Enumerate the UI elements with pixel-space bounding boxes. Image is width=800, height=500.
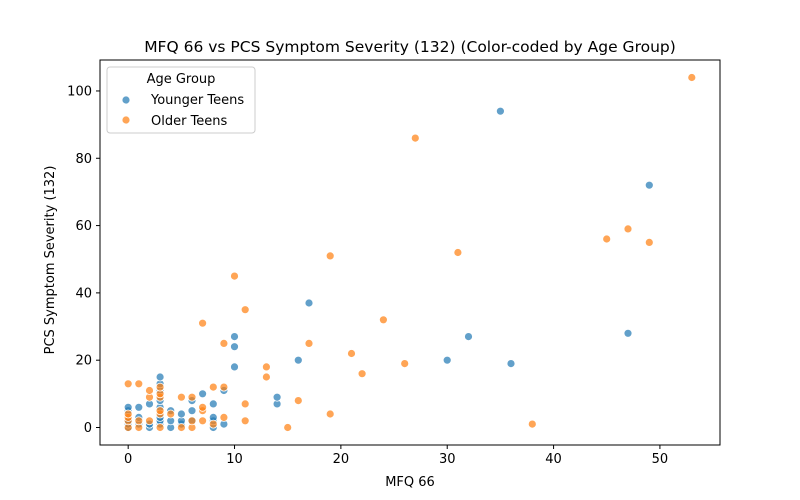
x-tick-label: 10 bbox=[226, 452, 243, 467]
data-point-older-teens bbox=[453, 248, 463, 257]
data-point-older-teens bbox=[145, 386, 154, 395]
data-point-younger-teens bbox=[293, 355, 303, 365]
data-point-older-teens bbox=[155, 382, 165, 392]
data-point-older-teens bbox=[378, 315, 388, 325]
data-point-older-teens bbox=[240, 305, 250, 315]
data-point-older-teens bbox=[602, 234, 612, 244]
x-tick-label: 0 bbox=[124, 452, 132, 467]
data-point-older-teens bbox=[123, 409, 133, 419]
data-point-younger-teens bbox=[208, 399, 218, 409]
legend-title: Age Group bbox=[147, 72, 216, 87]
data-point-older-teens bbox=[219, 382, 229, 392]
y-tick-label: 60 bbox=[75, 219, 92, 234]
y-tick-label: 40 bbox=[75, 286, 92, 301]
data-point-younger-teens bbox=[495, 106, 505, 116]
data-point-older-teens bbox=[304, 338, 314, 348]
data-point-older-teens bbox=[166, 409, 176, 419]
data-point-older-teens bbox=[198, 416, 208, 426]
data-point-older-teens bbox=[325, 251, 335, 261]
data-point-older-teens bbox=[687, 73, 697, 82]
legend-label-older-teens: Older Teens bbox=[151, 114, 228, 129]
data-point-younger-teens bbox=[187, 406, 197, 416]
data-point-older-teens bbox=[208, 419, 218, 429]
plot-area-border bbox=[99, 59, 721, 446]
y-axis-title: PCS Symptom Severity (132) bbox=[43, 166, 58, 355]
data-point-older-teens bbox=[187, 416, 197, 426]
data-point-younger-teens bbox=[442, 355, 452, 365]
data-point-younger-teens bbox=[176, 409, 186, 419]
x-tick-label: 30 bbox=[439, 452, 456, 467]
y-tick-label: 0 bbox=[84, 421, 92, 436]
data-point-younger-teens bbox=[198, 389, 208, 399]
data-point-older-teens bbox=[176, 423, 186, 432]
data-point-older-teens bbox=[261, 362, 271, 372]
data-point-older-teens bbox=[325, 409, 335, 419]
data-point-older-teens bbox=[357, 369, 367, 379]
x-axis-title: MFQ 66 bbox=[385, 475, 435, 490]
data-point-older-teens bbox=[240, 416, 250, 426]
data-point-older-teens bbox=[187, 392, 197, 402]
data-point-older-teens bbox=[400, 359, 410, 369]
data-point-older-teens bbox=[410, 133, 420, 143]
chart-title: MFQ 66 vs PCS Symptom Severity (132) (Co… bbox=[144, 38, 676, 56]
data-point-younger-teens bbox=[230, 342, 239, 352]
ticks-layer: 0 10 20 30 40 50 0 20 40 60 80 100 bbox=[67, 84, 668, 467]
legend-marker-younger-teens bbox=[121, 95, 131, 105]
data-point-older-teens bbox=[283, 423, 293, 432]
data-point-older-teens bbox=[240, 399, 250, 409]
data-point-older-teens bbox=[230, 271, 239, 281]
data-point-younger-teens bbox=[464, 332, 473, 342]
x-tick-label: 50 bbox=[652, 452, 669, 467]
y-tick-label: 80 bbox=[75, 152, 92, 167]
data-point-older-teens bbox=[198, 402, 208, 412]
legend-label-younger-teens: Younger Teens bbox=[150, 93, 244, 108]
data-point-younger-teens bbox=[304, 298, 314, 308]
data-point-older-teens bbox=[623, 224, 633, 234]
data-point-younger-teens bbox=[506, 359, 516, 369]
data-point-older-teens bbox=[347, 349, 356, 358]
data-point-younger-teens bbox=[134, 402, 144, 412]
legend: Age Group Younger Teens Older Teens bbox=[106, 66, 256, 134]
data-point-older-teens bbox=[134, 416, 144, 426]
data-point-younger-teens bbox=[230, 362, 239, 372]
data-point-younger-teens bbox=[230, 332, 239, 342]
legend-box bbox=[106, 66, 256, 134]
data-point-older-teens bbox=[134, 379, 144, 389]
data-point-younger-teens bbox=[272, 392, 282, 402]
data-point-older-teens bbox=[155, 406, 165, 416]
points-layer bbox=[123, 73, 697, 432]
data-point-older-teens bbox=[219, 338, 229, 348]
data-point-older-teens bbox=[155, 423, 165, 432]
data-point-younger-teens bbox=[155, 372, 165, 382]
data-point-older-teens bbox=[219, 412, 229, 422]
y-tick-label: 100 bbox=[67, 84, 92, 99]
data-point-younger-teens bbox=[623, 328, 633, 338]
data-point-older-teens bbox=[198, 318, 208, 328]
data-point-older-teens bbox=[145, 416, 154, 426]
x-tick-label: 20 bbox=[333, 452, 350, 467]
data-point-older-teens bbox=[644, 237, 654, 247]
data-point-older-teens bbox=[123, 379, 133, 389]
axes-frame bbox=[99, 59, 721, 446]
data-point-younger-teens bbox=[644, 180, 654, 190]
data-point-older-teens bbox=[261, 372, 271, 382]
data-point-older-teens bbox=[208, 382, 218, 392]
legend-marker-older-teens bbox=[121, 115, 131, 125]
data-point-older-teens bbox=[176, 392, 186, 402]
data-point-older-teens bbox=[293, 396, 303, 406]
x-tick-label: 40 bbox=[545, 452, 562, 467]
data-point-older-teens bbox=[527, 419, 537, 429]
y-tick-label: 20 bbox=[75, 354, 92, 369]
